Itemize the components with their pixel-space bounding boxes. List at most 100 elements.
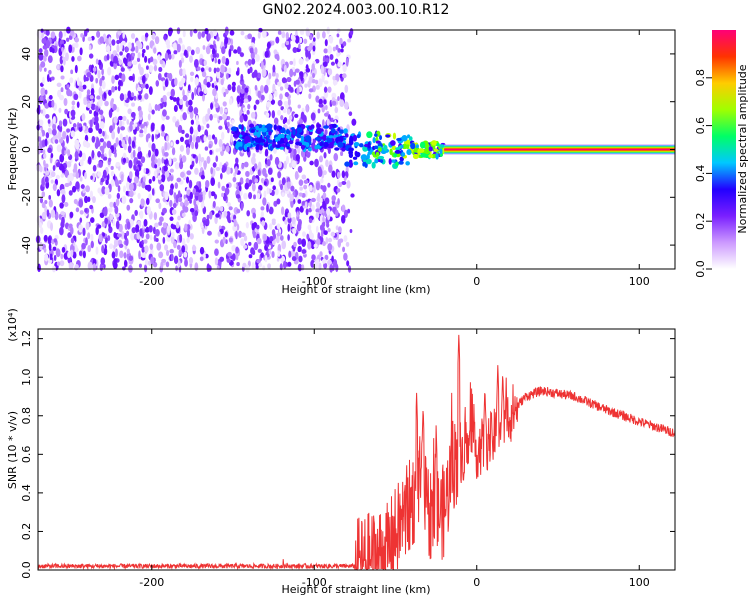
spectrogram-noise-cell: [66, 134, 69, 144]
spectrogram-noise-cell: [58, 107, 62, 113]
spectrogram-noise-cell: [262, 265, 266, 271]
spectrogram-noise-cell: [215, 206, 220, 211]
spectrogram-noise-cell: [183, 251, 188, 258]
spectrogram-noise-cell: [155, 198, 161, 204]
spectrogram-noise-cell: [66, 128, 71, 133]
spectrogram-noise-cell: [130, 231, 135, 241]
spectrogram-signal-cell: [300, 135, 305, 143]
spectrogram-noise-cell: [207, 107, 211, 115]
spectrogram-noise-cell: [103, 91, 107, 99]
spectrogram-signal-cell: [380, 159, 384, 163]
spectrogram-noise-cell: [233, 183, 237, 188]
spectrogram-noise-cell: [195, 46, 201, 55]
spectrogram-noise-cell: [270, 177, 274, 183]
spectrogram-signal-cell: [417, 148, 425, 153]
spectrogram-noise-cell: [206, 123, 210, 129]
spectrogram-x-tick-label: 0: [473, 275, 480, 288]
spectrogram-signal-cell: [319, 141, 324, 147]
spectrogram-noise-cell: [275, 36, 280, 44]
spectrogram-noise-cell: [159, 59, 164, 65]
spectrogram-noise-cell: [82, 188, 86, 194]
spectrogram-noise-cell: [50, 179, 54, 184]
spectrogram-noise-cell: [48, 194, 52, 200]
spectrogram-noise-cell: [59, 260, 65, 267]
spectrogram-noise-cell: [240, 202, 244, 211]
spectrogram-noise-cell: [52, 116, 56, 125]
spectrogram-noise-cell: [117, 29, 122, 36]
spectrogram-noise-cell: [181, 129, 185, 135]
spectrogram-noise-cell: [133, 163, 137, 171]
spectrogram-noise-cell: [109, 214, 114, 221]
spectrogram-noise-cell: [283, 78, 288, 83]
spectrogram-noise-cell: [157, 157, 161, 167]
spectrogram-noise-cell: [95, 106, 99, 113]
spectrogram-noise-cell: [123, 259, 128, 268]
spectrogram-noise-cell: [128, 53, 131, 62]
spectrogram-noise-cell: [170, 88, 175, 98]
spectrogram-noise-cell: [272, 64, 276, 73]
spectrogram-noise-cell: [132, 149, 136, 158]
spectrogram-noise-cell: [185, 176, 190, 184]
spectrogram-noise-cell: [276, 223, 281, 230]
spectrogram-noise-cell: [66, 84, 70, 89]
spectrogram-noise-cell: [195, 155, 199, 164]
spectrogram-noise-cell: [74, 42, 79, 49]
spectrogram-noise-cell: [88, 109, 93, 115]
spectrogram-noise-cell: [122, 157, 127, 163]
spectrogram-noise-cell: [130, 33, 136, 39]
spectrogram-signal-cell: [439, 148, 443, 155]
spectrogram-noise-cell: [223, 91, 226, 98]
spectrogram-noise-cell: [236, 46, 241, 55]
spectrogram-noise-cell: [277, 250, 281, 257]
spectrogram-noise-cell: [118, 115, 123, 121]
spectrogram-noise-cell: [170, 53, 175, 60]
spectrogram-noise-cell: [229, 97, 233, 106]
spectrogram-noise-cell: [42, 108, 46, 117]
spectrogram-noise-cell: [290, 200, 294, 208]
spectrogram-noise-cell: [44, 253, 49, 262]
spectrogram-noise-cell: [188, 257, 194, 265]
spectrogram-noise-cell: [291, 35, 296, 42]
spectrogram-noise-cell: [284, 92, 290, 98]
spectrogram-noise-cell: [87, 196, 91, 203]
spectrogram-noise-cell: [294, 35, 300, 44]
spectrogram-noise-cell: [175, 221, 180, 229]
spectrogram-noise-cell: [141, 239, 145, 245]
spectrogram-signal-cell: [390, 159, 396, 163]
spectrogram-noise-cell: [268, 93, 273, 102]
spectrogram-signal-cell: [280, 133, 285, 139]
spectrogram-noise-cell: [219, 205, 224, 212]
spectrogram-noise-cell: [294, 113, 299, 118]
spectrogram-noise-cell: [327, 45, 332, 54]
spectrogram-noise-cell: [317, 108, 321, 114]
spectrogram-noise-cell: [148, 142, 152, 149]
spectrogram-noise-cell: [50, 31, 56, 39]
spectrogram-signal-cell: [260, 127, 268, 133]
spectrogram-noise-cell: [271, 110, 276, 119]
spectrogram-noise-cell: [74, 37, 80, 43]
spectrogram-noise-cell: [177, 259, 181, 268]
spectrogram-noise-cell: [56, 261, 61, 266]
spectrogram-signal-cell: [273, 124, 277, 131]
spectrogram-noise-cell: [222, 101, 227, 107]
spectrogram-noise-cell: [189, 134, 193, 143]
spectrogram-signal-cell: [338, 129, 345, 134]
spectrogram-noise-cell: [251, 222, 255, 231]
spectrogram-noise-cell: [162, 109, 167, 117]
spectrogram-noise-cell: [172, 202, 177, 209]
spectrogram-noise-cell: [202, 45, 206, 50]
spectrogram-noise-cell: [140, 198, 145, 207]
spectrogram-noise-cell: [212, 53, 217, 58]
spectrogram-noise-cell: [43, 55, 47, 62]
spectrogram-noise-cell: [90, 233, 94, 242]
spectrogram-noise-cell: [273, 117, 279, 125]
spectrogram-noise-cell: [141, 52, 145, 58]
spectrogram-noise-cell: [74, 264, 79, 270]
spectrogram-noise-cell: [186, 92, 190, 97]
spectrogram-noise-cell: [144, 32, 149, 38]
spectrogram-noise-cell: [191, 91, 195, 101]
spectrogram-noise-cell: [332, 75, 336, 81]
spectrogram-noise-cell: [279, 263, 283, 271]
spectrogram-noise-cell: [60, 173, 65, 178]
spectrogram-noise-cell: [88, 53, 94, 59]
